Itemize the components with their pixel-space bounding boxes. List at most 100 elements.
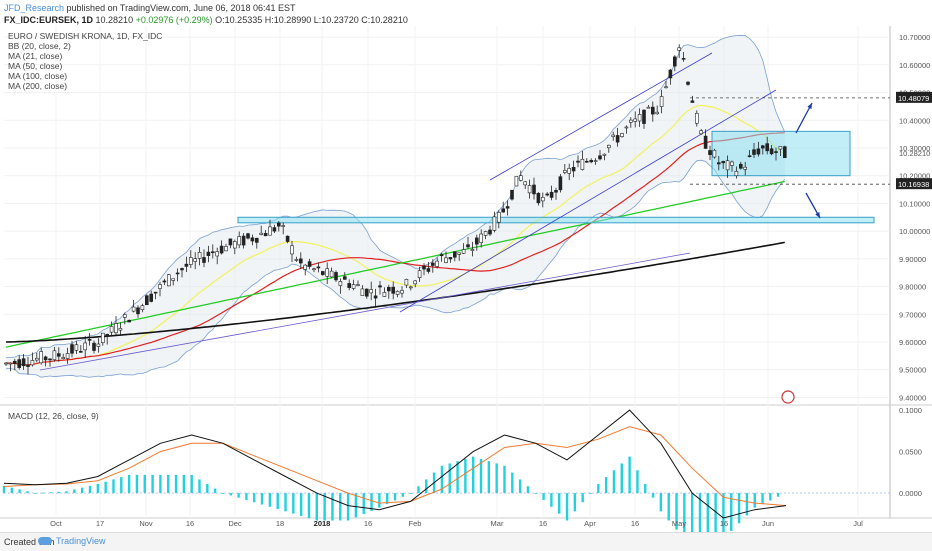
- candle-body-27: [123, 314, 127, 318]
- candle-body-45: [202, 257, 206, 263]
- y-tick-3: 10.40000: [899, 116, 930, 125]
- candle-body-115: [510, 189, 514, 200]
- macd-legend[interactable]: MACD (12, 26, close, 9): [8, 411, 99, 421]
- candle-body-69: [307, 261, 312, 267]
- candle-body-175: [774, 151, 778, 153]
- candle-body-41: [184, 263, 189, 267]
- candle-body-138: [611, 134, 616, 137]
- candle-body-68: [303, 264, 308, 270]
- macd-hist-9-0: [284, 493, 287, 512]
- candle-body-176: [778, 146, 783, 150]
- macd-hist-11-3: [370, 493, 373, 511]
- macd-hist-2-1: [73, 489, 76, 494]
- candle-body-39: [175, 272, 180, 275]
- candle-body-25: [114, 323, 118, 334]
- candle-body-85: [378, 285, 382, 288]
- candle-body-21: [96, 343, 101, 347]
- candle-body-59: [263, 232, 268, 237]
- legend-ma50[interactable]: MA (50, close): [8, 61, 63, 71]
- candle-body-17: [79, 351, 83, 353]
- candle-body-74: [329, 270, 334, 278]
- candle-body-155: [686, 81, 690, 85]
- candle-body-166: [734, 171, 739, 177]
- candle-body-113: [501, 208, 506, 213]
- candle-body-76: [338, 281, 343, 286]
- candle-body-98: [435, 260, 440, 267]
- candle-body-130: [576, 160, 580, 163]
- tradingview-brand[interactable]: TradingView: [56, 536, 106, 546]
- legend-ma100[interactable]: MA (100, close): [8, 71, 68, 81]
- macd-hist-14-1: [448, 463, 451, 494]
- candle-body-8: [39, 351, 44, 364]
- ma21-line: [5, 104, 786, 366]
- candle-body-153: [677, 47, 682, 51]
- candle-body-67: [298, 258, 303, 264]
- candle-body-90: [400, 290, 404, 294]
- candle-body-29: [131, 306, 136, 312]
- candle-body-159: [703, 135, 708, 149]
- candle-body-120: [532, 184, 536, 195]
- candle-body-82: [364, 288, 369, 297]
- candle-body-44: [197, 251, 202, 259]
- level-label-2: 10.16938: [898, 180, 929, 189]
- candle-body-79: [351, 284, 356, 289]
- candle-body-48: [215, 251, 219, 257]
- macd-hist-1-1: [41, 492, 45, 494]
- legend-bb[interactable]: BB (20, close, 2): [8, 41, 71, 51]
- macd-hist-13-2: [425, 479, 428, 494]
- macd-hist-20-2: [644, 483, 647, 494]
- macd-hist-15-1: [479, 458, 483, 494]
- macd-hist-16-1: [511, 472, 514, 494]
- legend-ma200[interactable]: MA (200, close): [8, 81, 68, 91]
- candle-body-117: [518, 175, 523, 181]
- candle-body-52: [233, 241, 237, 249]
- macd-hist-15-0: [472, 456, 475, 494]
- candle-body-20: [92, 342, 96, 351]
- candle-body-107: [474, 237, 479, 245]
- candle-body-126: [558, 176, 563, 191]
- price-change: +0.02976 (+0.29%): [135, 15, 213, 25]
- macd-hist-24-1: [761, 493, 764, 505]
- macd-hist-20-1: [636, 470, 639, 494]
- macd-hist-23-1: [730, 493, 733, 531]
- macd-hist-11-1: [354, 493, 358, 518]
- candle-body-106: [470, 249, 475, 251]
- symbol: FX_IDC:EURSEK, 1D: [4, 15, 94, 25]
- candle-body-24: [109, 326, 114, 333]
- y-tick-1: 10.60000: [899, 61, 930, 70]
- publisher-name[interactable]: JFD_Research: [4, 3, 65, 13]
- macd-hist-22-2: [706, 493, 709, 544]
- candle-body-95: [422, 265, 426, 270]
- candle-body-37: [167, 274, 171, 287]
- candle-body-0: [4, 362, 8, 365]
- candle-body-172: [760, 145, 765, 149]
- candle-body-12: [56, 353, 61, 357]
- candle-body-38: [171, 278, 175, 281]
- macd-hist-4-0: [127, 474, 131, 494]
- candle-body-30: [136, 307, 140, 315]
- candle-body-133: [589, 160, 594, 163]
- candle-body-145: [642, 109, 646, 124]
- candle-body-36: [162, 280, 167, 283]
- candle-body-143: [633, 118, 638, 122]
- macd-hist-7-0: [221, 493, 225, 494]
- candle-body-162: [716, 162, 721, 165]
- macd-y-tick-2: 0.0000: [899, 489, 922, 498]
- macd-hist-16-3: [526, 486, 530, 494]
- macd-hist-11-0: [346, 493, 350, 521]
- x-tick-4: Dec: [228, 519, 242, 528]
- candle-body-103: [457, 252, 462, 255]
- candle-body-112: [496, 212, 501, 223]
- candle-body-157: [694, 113, 699, 124]
- macd-hist-5-1: [167, 474, 170, 494]
- candle-body-35: [158, 284, 162, 289]
- candle-body-114: [505, 206, 510, 209]
- candle-body-9: [43, 356, 48, 361]
- legend-ma21[interactable]: MA (21, close): [8, 51, 63, 61]
- macd-y-tick-1: 0.0500: [899, 448, 922, 457]
- candle-body-125: [554, 190, 558, 193]
- candle-body-22: [101, 332, 105, 344]
- candle-body-140: [620, 133, 624, 137]
- x-tick-8: Feb: [409, 519, 422, 528]
